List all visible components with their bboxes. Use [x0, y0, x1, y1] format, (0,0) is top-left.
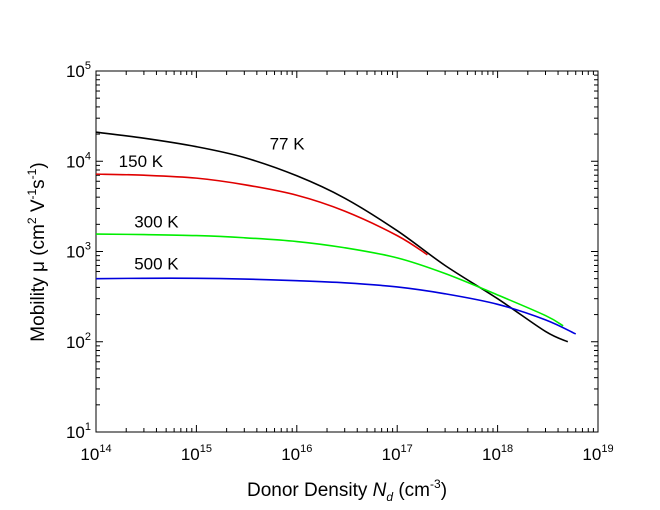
y-axis-title: Mobility μ (cm2 V-1s-1) — [25, 162, 49, 341]
x-tick-label: 1019 — [582, 443, 613, 464]
y-tick-label: 104 — [66, 150, 91, 171]
x-axis-title: Donor Density Nd (cm-3) — [247, 477, 447, 504]
plot-frame — [95, 70, 599, 433]
y-tick-label: 101 — [66, 421, 91, 442]
y-tick-labels: 101 102 103 104 105 — [66, 60, 91, 442]
x-tick-label: 1016 — [281, 443, 312, 464]
series-label-150k: 150 K — [119, 152, 164, 171]
x-tick-label: 1014 — [80, 443, 111, 464]
series-line-300k — [95, 233, 564, 327]
series-label-77k: 77 K — [270, 134, 306, 153]
x-tick-labels: 1014 1015 1016 1017 1018 1019 — [80, 443, 613, 464]
x-tick-label: 1015 — [181, 443, 212, 464]
y-tick-label: 103 — [66, 241, 91, 262]
tick-marks — [95, 70, 599, 433]
series-labels: 77 K 150 K 300 K 500 K — [119, 134, 306, 273]
y-tick-label: 105 — [66, 60, 91, 81]
series-line-150k — [95, 173, 428, 256]
series-label-300k: 300 K — [134, 212, 179, 231]
series-label-500k: 500 K — [134, 255, 179, 274]
x-tick-label: 1017 — [382, 443, 413, 464]
series-line-77k — [95, 131, 569, 343]
x-tick-label: 1018 — [482, 443, 513, 464]
series-curves — [95, 131, 577, 343]
y-tick-label: 102 — [66, 331, 91, 352]
series-line-500k — [95, 277, 577, 335]
